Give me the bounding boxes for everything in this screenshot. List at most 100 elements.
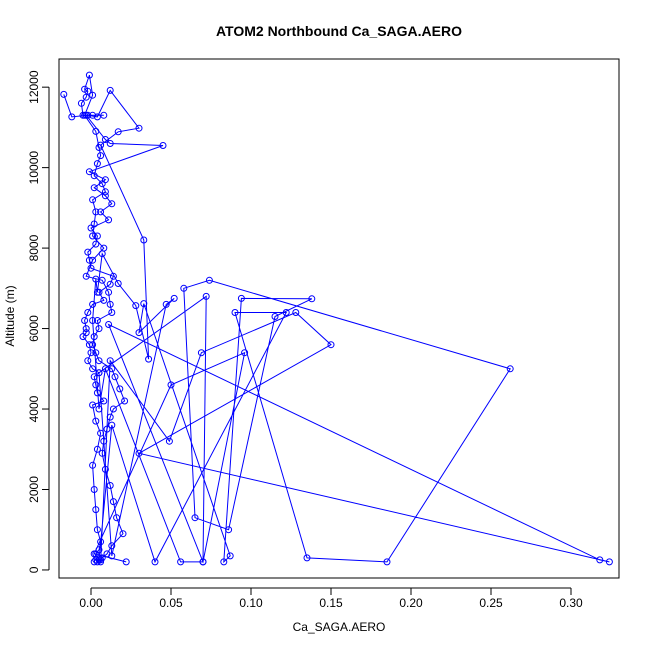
data-point [101,192,109,200]
data-point [93,160,101,168]
data-point [84,111,92,119]
data-point [89,232,97,240]
data-point [92,240,100,248]
data-point [95,325,103,333]
data-point [95,369,103,377]
data-point [165,437,173,445]
data-point [162,300,170,308]
data-point [92,381,100,389]
data-point [84,357,92,365]
x-tick-label: 0.25 [479,596,503,610]
data-point [292,309,300,316]
data-point [108,421,116,429]
y-tick-label: 6000 [27,315,41,342]
series-2 [60,86,613,566]
data-point [97,152,105,160]
data-point [180,284,188,292]
y-axis-label: Altitude (m) [3,285,17,346]
data-point [202,292,210,300]
data-point [121,397,129,405]
data-point [95,405,103,413]
series-line [80,74,164,563]
data-point [89,317,97,324]
data-point [106,140,114,147]
y-tick-label: 0 [27,566,41,573]
x-tick-label: 0.05 [159,596,183,610]
data-point [282,309,290,316]
x-tick-label: 0.15 [319,596,343,610]
data-point [197,349,205,357]
y-tick-label: 2000 [27,476,41,503]
data-point [60,90,68,98]
x-tick-label: 0.20 [399,596,423,610]
data-point [109,498,117,506]
data-point [90,373,98,381]
data-point [177,558,185,566]
data-point [89,196,97,204]
data-point [308,295,316,303]
data-point [90,172,98,180]
data-point [85,168,93,176]
data-point [132,302,140,310]
data-point [93,445,101,453]
data-point [90,550,98,558]
data-point [170,294,178,302]
data-point [98,449,106,457]
data-point [101,365,109,373]
data-point [92,417,100,425]
data-point [108,309,116,316]
data-point [89,461,97,469]
data-point [93,317,101,324]
data-point [82,325,90,333]
data-point [93,232,101,240]
data-point [303,554,311,562]
data-point [95,556,103,564]
data-point [108,200,116,208]
data-point [90,486,98,493]
data-point [506,365,514,373]
data-point [85,341,93,349]
data-point [92,127,100,135]
data-point [97,208,105,216]
data-point [87,349,95,357]
data-point [140,300,148,308]
data-point [167,381,175,389]
data-point [135,329,143,337]
data-point [92,349,100,357]
data-point [191,514,199,522]
data-point [89,256,97,264]
data-point [159,142,167,149]
data-point [119,530,127,538]
y-tick-label: 10000 [27,151,41,185]
x-tick-label: 0.00 [79,596,103,610]
data-point [89,91,97,99]
data-point [596,556,604,564]
plot-frame [58,58,620,579]
chart-title: ATOM2 Northbound Ca_SAGA.AERO [216,23,462,39]
data-point [90,184,98,192]
data-point [140,236,148,244]
data-point [90,220,98,228]
data-point [98,250,106,258]
data-point [108,552,116,560]
data-point [77,99,85,107]
data-point [225,526,233,534]
data-point [100,111,108,119]
data-point [241,349,249,357]
data-point [81,317,89,324]
data-point [135,124,143,132]
data-point [111,373,119,381]
data-point [106,300,114,308]
x-tick-label: 0.30 [559,596,583,610]
y-tick-label: 4000 [27,395,41,422]
data-point [271,313,279,320]
data-point [231,309,239,316]
data-point [605,558,613,566]
data-point [122,558,130,566]
data-point [89,300,97,308]
data-point [135,449,143,457]
x-tick-label: 0.10 [239,596,263,610]
data-point [82,329,90,337]
